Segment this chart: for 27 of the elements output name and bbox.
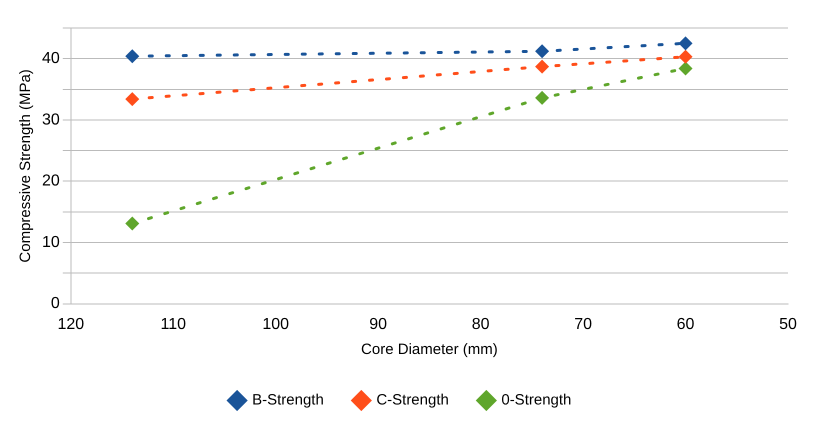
y-tick-label: 0 — [50, 295, 60, 312]
point — [535, 44, 550, 58]
y-tick-label: 40 — [42, 50, 60, 68]
legend-label: C-Strength — [376, 392, 449, 409]
x-tick-label: 120 — [57, 316, 84, 333]
point — [678, 50, 693, 64]
x-tick-label: 70 — [574, 316, 592, 333]
point — [125, 92, 140, 106]
y-axis-title: Compressive Strength (MPa) — [17, 69, 34, 263]
point — [678, 36, 693, 50]
legend-label: 0-Strength — [501, 392, 572, 409]
y-tick-label: 20 — [42, 172, 60, 190]
x-axis-title: Core Diameter (mm) — [361, 341, 498, 358]
x-tick-label: 80 — [472, 316, 490, 333]
y-tick-label: 30 — [42, 111, 60, 128]
x-tick-label: 90 — [369, 316, 388, 333]
x-tick-label: 60 — [676, 316, 695, 333]
point — [125, 216, 140, 231]
point — [125, 49, 140, 64]
point — [678, 61, 693, 76]
y-tick-label: 10 — [42, 234, 60, 251]
x-tick-label: 50 — [779, 316, 797, 333]
point — [535, 60, 550, 74]
legend-label: B-Strength — [252, 392, 324, 409]
x-tick-label: 110 — [160, 316, 186, 333]
point — [535, 90, 550, 105]
x-tick-label: 100 — [262, 316, 290, 333]
